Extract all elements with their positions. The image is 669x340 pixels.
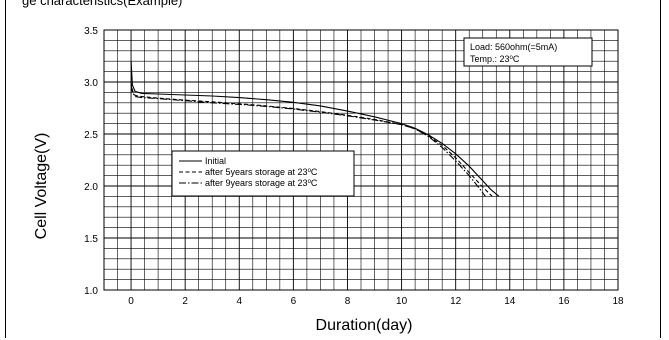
chart-frame [5, 0, 661, 338]
annotation-temp-degree: o [510, 55, 514, 61]
series-layer [130, 61, 500, 197]
y-tick-label: 3.5 [84, 26, 98, 37]
y-axis-label: Cell Voltage(V) [33, 133, 50, 240]
x-tick-label: 8 [345, 296, 351, 307]
annotation-box: Load: 560ohm(=5mA) Temp.: 23oC [463, 37, 593, 67]
x-tick-label: 0 [128, 296, 134, 307]
series-line-1 [130, 61, 500, 197]
y-tick-label: 2.5 [84, 130, 98, 141]
x-tick-label: 6 [291, 296, 297, 307]
legend-label: after 5years storage at 23oC [205, 167, 318, 177]
y-tick-label: 1.0 [84, 286, 98, 297]
annotation-temp-unit: C [513, 54, 520, 64]
series-line-2 [130, 81, 493, 197]
x-tick-label: 16 [558, 296, 570, 307]
x-tick-label: 10 [396, 296, 408, 307]
x-tick-label: 18 [612, 296, 624, 307]
annotation-temp-prefix: Temp.: 23 [470, 54, 510, 64]
y-tick-label: 1.5 [84, 234, 98, 245]
axis-ticks: 0 2 4 6 8 10 12 14 16 18 1.0 1.5 2.0 2.5 3.0 3.5 [84, 26, 624, 307]
x-tick-label: 2 [182, 296, 188, 307]
legend-label: after 9years storage at 23oC [205, 178, 318, 188]
x-tick-label: 12 [450, 296, 462, 307]
x-tick-label: 4 [236, 296, 242, 307]
plot-border [103, 29, 619, 291]
x-axis-label: Duration(day) [316, 317, 413, 334]
annotation-load: Load: 560ohm(=5mA) [470, 42, 557, 52]
y-tick-label: 3.0 [84, 78, 98, 89]
y-tick-label: 2.0 [84, 182, 98, 193]
annotation-temp: Temp.: 23oC [470, 54, 520, 64]
legend-label: Initial [205, 156, 226, 166]
x-tick-label: 14 [504, 296, 516, 307]
series-line-3 [130, 85, 486, 197]
chart-title-fragment: ge characteristics(Example) [22, 0, 183, 8]
